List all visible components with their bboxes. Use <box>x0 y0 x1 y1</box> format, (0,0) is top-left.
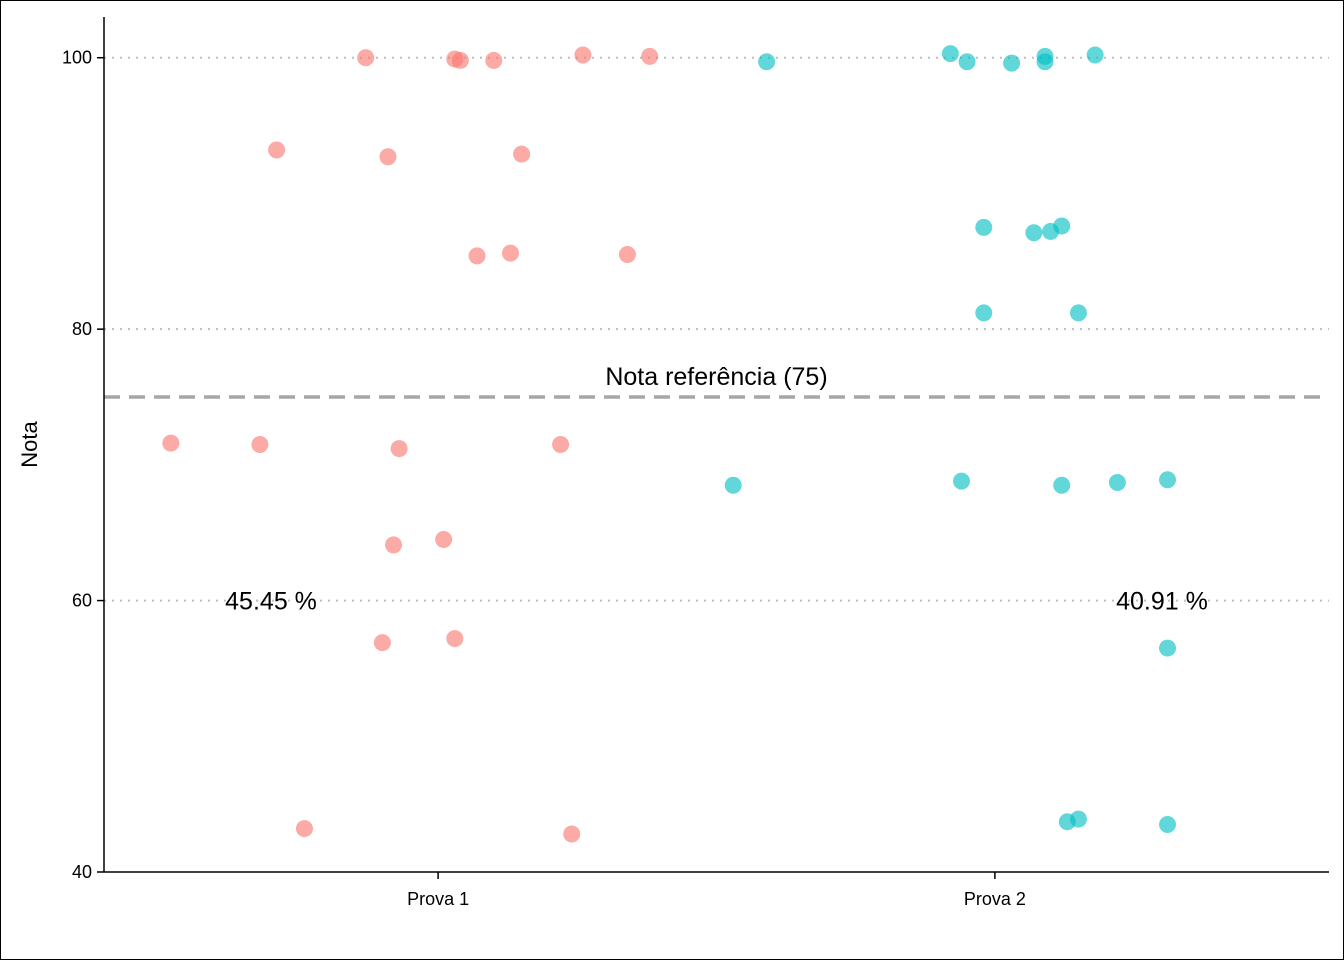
point-prova-2-8 <box>1025 224 1043 242</box>
point-prova-1-19 <box>446 630 464 648</box>
point-prova-1-5 <box>641 47 659 65</box>
reference-line-label: Nota referência (75) <box>605 363 827 391</box>
point-prova-2-15 <box>1053 476 1071 494</box>
point-prova-1-0 <box>357 49 375 67</box>
point-prova-2-10 <box>1053 217 1071 235</box>
point-prova-2-0 <box>758 53 776 71</box>
point-prova-1-20 <box>295 820 313 838</box>
annotations: 45.45 % 40.91 % <box>225 588 1208 616</box>
point-prova-1-9 <box>468 247 486 265</box>
y-tick-label-40: 40 <box>72 862 92 882</box>
y-tick-label-60: 60 <box>72 591 92 611</box>
point-prova-1-13 <box>251 436 269 453</box>
point-prova-2-12 <box>1069 304 1087 322</box>
percentage-label-2: 40.91 % <box>1116 588 1208 616</box>
point-prova-2-18 <box>1159 639 1177 657</box>
point-prova-2-7 <box>975 218 993 236</box>
y-tick-label-80: 80 <box>72 319 92 339</box>
point-prova-1-18 <box>373 634 391 652</box>
x-tick-label-1: Prova 1 <box>407 889 469 909</box>
point-prova-2-17 <box>1159 471 1177 489</box>
reference-line-group: Nota referência (75) <box>104 363 1329 399</box>
point-prova-2-13 <box>724 476 742 494</box>
point-prova-2-2 <box>958 53 976 71</box>
point-prova-1-12 <box>162 434 180 452</box>
point-prova-2-14 <box>953 472 970 490</box>
point-prova-1-6 <box>268 141 286 159</box>
gridlines <box>104 56 1329 602</box>
point-prova-1-2 <box>451 51 469 69</box>
point-prova-1-15 <box>552 436 570 453</box>
point-prova-1-4 <box>574 46 592 64</box>
point-prova-1-3 <box>485 51 503 69</box>
x-tick-label-2: Prova 2 <box>964 889 1026 909</box>
point-prova-2-21 <box>1159 816 1177 833</box>
point-prova-2-11 <box>975 304 993 322</box>
point-prova-2-20 <box>1069 810 1087 828</box>
point-prova-1-7 <box>379 148 397 166</box>
y-axis-title: Nota <box>17 421 42 468</box>
data-points <box>162 45 1177 843</box>
point-prova-2-3 <box>1003 54 1021 72</box>
point-prova-1-10 <box>501 244 519 262</box>
point-prova-2-1 <box>941 45 959 63</box>
point-prova-1-14 <box>390 440 408 458</box>
y-tick-label-100: 100 <box>62 48 92 68</box>
point-prova-2-5 <box>1036 53 1054 71</box>
point-prova-1-8 <box>513 145 531 163</box>
axes: 40 60 80 100 Prova 1 Prova 2 Nota <box>17 17 1329 909</box>
point-prova-2-6 <box>1086 46 1104 64</box>
point-prova-1-17 <box>435 531 453 548</box>
point-prova-1-11 <box>618 246 636 263</box>
point-prova-1-21 <box>563 825 581 843</box>
percentage-label-1: 45.45 % <box>225 588 317 616</box>
point-prova-2-16 <box>1108 474 1126 491</box>
point-prova-1-16 <box>385 536 403 554</box>
